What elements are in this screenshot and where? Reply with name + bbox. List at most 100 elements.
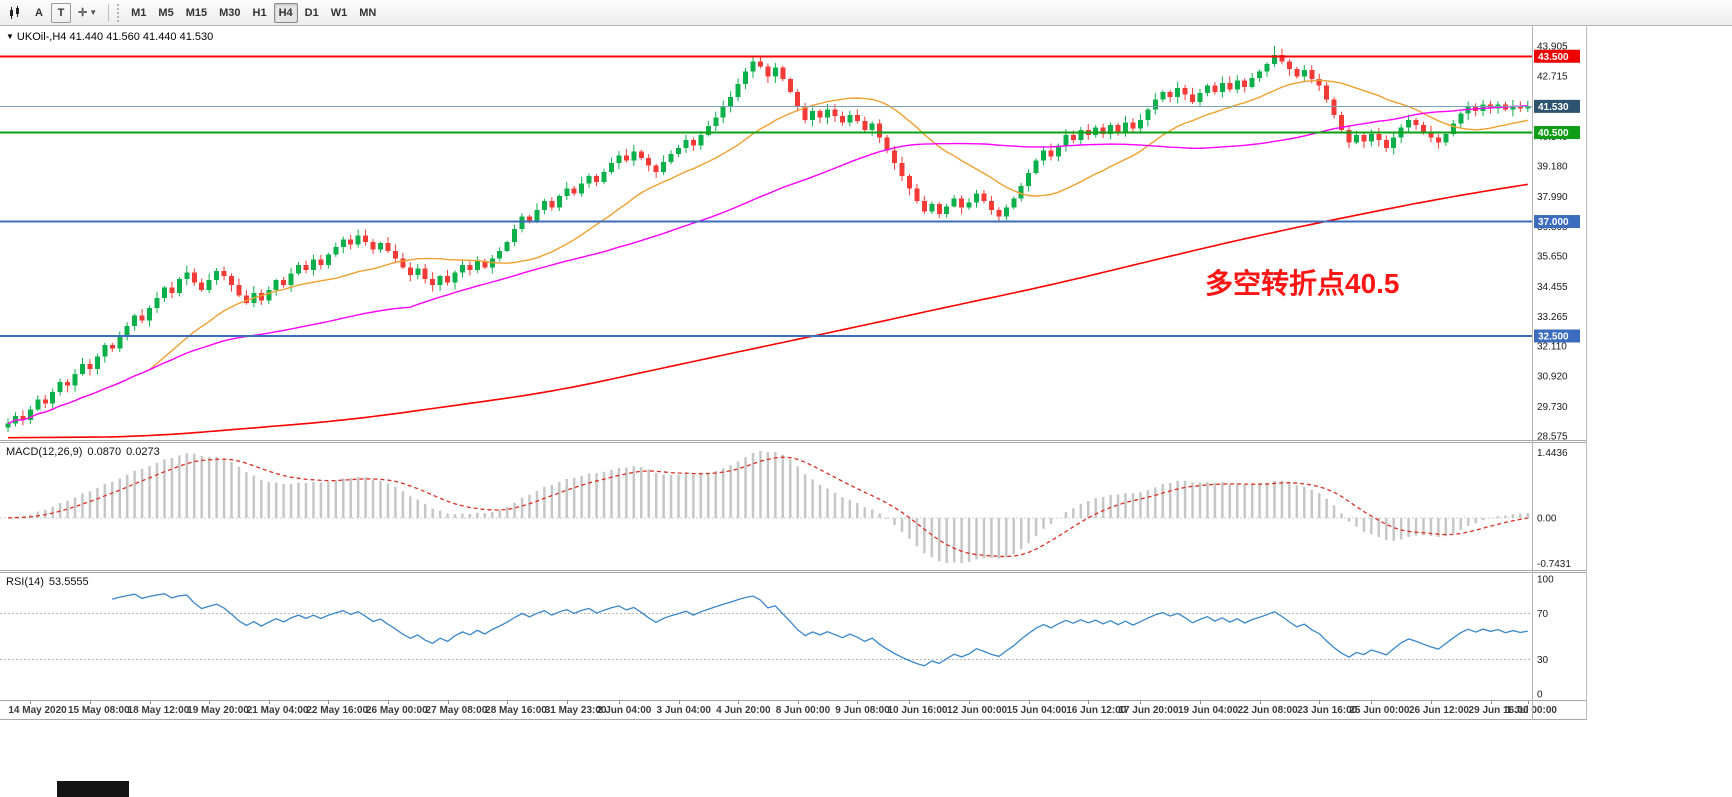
timeframe-h4-button[interactable]: H4: [274, 3, 298, 23]
time-axis-label: 16 Jun 12:00: [1066, 705, 1126, 716]
time-axis-label: 17 Jun 20:00: [1118, 705, 1178, 716]
text-tool-button[interactable]: A: [29, 3, 49, 23]
time-axis-tick: [150, 701, 151, 704]
time-axis[interactable]: 14 May 202015 May 08:0018 May 12:0019 Ma…: [0, 701, 1586, 719]
window-bottom-border: [0, 719, 1586, 720]
label-tool-glyph: T: [58, 7, 65, 19]
time-axis-tick: [679, 701, 680, 704]
timeframe-group: M1M5M15M30H1H4D1W1MN: [125, 3, 382, 23]
candlestick-icon: [8, 6, 22, 20]
time-axis-tick: [969, 701, 970, 704]
macd-value: 0.0870: [87, 446, 121, 458]
time-axis-label: 12 Jun 00:00: [947, 705, 1007, 716]
time-axis-tick: [1029, 701, 1030, 704]
time-axis-label: 14 May 2020: [8, 705, 66, 716]
time-axis-label: 3 Jun 04:00: [657, 705, 711, 716]
price-scale-divider: [1532, 26, 1533, 719]
time-axis-tick: [1431, 701, 1432, 704]
time-axis-tick: [738, 701, 739, 704]
time-axis-label: 19 Jun 04:00: [1178, 705, 1238, 716]
svg-text:37.990: 37.990: [1537, 192, 1568, 203]
svg-text:29.730: 29.730: [1537, 402, 1568, 413]
svg-text:30.920: 30.920: [1537, 372, 1568, 383]
chart-window-icon[interactable]: [3, 3, 27, 23]
macd-label: MACD(12,26,9)0.08700.0273: [6, 446, 165, 458]
time-axis-tick: [1140, 701, 1141, 704]
label-tool-button[interactable]: T: [51, 3, 71, 23]
timeframe-m15-button[interactable]: M15: [181, 3, 212, 23]
time-axis-label: 22 May 16:00: [306, 705, 368, 716]
timeframe-h1-button[interactable]: H1: [248, 3, 272, 23]
time-axis-tick: [269, 701, 270, 704]
time-axis-tick: [857, 701, 858, 704]
price-annotation: 多空转折点40.5: [1205, 262, 1400, 302]
window-right-border: [1586, 26, 1587, 720]
timeframe-m1-button[interactable]: M1: [126, 3, 151, 23]
time-axis-label: 10 Jun 16:00: [887, 705, 947, 716]
time-axis-tick: [448, 701, 449, 704]
time-axis-label: 23 Jun 16:00: [1297, 705, 1357, 716]
time-axis-tick: [567, 701, 568, 704]
taskbar-fragment[interactable]: [57, 781, 129, 797]
svg-text:100: 100: [1537, 575, 1554, 586]
svg-text:41.530: 41.530: [1538, 102, 1569, 113]
svg-text:32.500: 32.500: [1538, 331, 1569, 342]
rsi-label: RSI(14)53.5555: [6, 576, 94, 588]
svg-text:0: 0: [1537, 690, 1543, 701]
rsi-value: 53.5555: [49, 576, 89, 588]
chevron-down-icon: ▼: [89, 8, 97, 17]
time-axis-label: 15 Jun 04:00: [1007, 705, 1067, 716]
time-axis-tick: [1260, 701, 1261, 704]
timeframe-mn-button[interactable]: MN: [354, 3, 381, 23]
timeframe-w1-button[interactable]: W1: [326, 3, 353, 23]
toolbar-grip: [117, 4, 122, 22]
time-axis-label: 26 May 00:00: [366, 705, 428, 716]
time-axis-tick: [30, 701, 31, 704]
svg-text:28.575: 28.575: [1537, 431, 1568, 440]
time-axis-tick: [90, 701, 91, 704]
svg-text:32.110: 32.110: [1537, 341, 1567, 352]
svg-text:0.00: 0.00: [1537, 513, 1557, 524]
time-axis-tick: [1371, 701, 1372, 704]
svg-text:42.715: 42.715: [1537, 72, 1568, 83]
time-axis-tick: [1491, 701, 1492, 704]
toolbar-separator: [108, 4, 109, 22]
time-axis-label: 2 Jun 04:00: [597, 705, 651, 716]
time-axis-tick: [619, 701, 620, 704]
time-axis-tick: [507, 701, 508, 704]
time-axis-tick: [388, 701, 389, 704]
time-axis-label: 18 May 12:00: [128, 705, 190, 716]
time-axis-label: 27 May 08:00: [426, 705, 488, 716]
svg-text:40.500: 40.500: [1538, 128, 1569, 139]
main-chart-canvas[interactable]: 43.90542.71541.52540.34039.18037.99036.8…: [0, 26, 1586, 440]
macd-panel-canvas[interactable]: 1.4436 0.00 -0.7431: [0, 443, 1586, 570]
time-axis-label: 26 Jun 12:00: [1409, 705, 1469, 716]
svg-text:1.4436: 1.4436: [1537, 448, 1568, 459]
time-axis-label: 28 May 16:00: [485, 705, 547, 716]
time-axis-tick: [1200, 701, 1201, 704]
time-axis-label: 9 Jun 08:00: [835, 705, 889, 716]
chart-symbol: UKOil-,H4: [17, 31, 67, 43]
macd-signal-value: 0.0273: [126, 446, 160, 458]
time-axis-label: 19 May 20:00: [187, 705, 249, 716]
time-axis-tick: [1319, 701, 1320, 704]
timeframe-m5-button[interactable]: M5: [153, 3, 178, 23]
svg-text:-0.7431: -0.7431: [1537, 559, 1571, 570]
svg-text:30: 30: [1537, 655, 1549, 666]
time-axis-tick: [798, 701, 799, 704]
svg-text:39.180: 39.180: [1537, 162, 1568, 173]
rsi-panel-canvas[interactable]: 100 70 30 0: [0, 573, 1586, 700]
timeframe-d1-button[interactable]: D1: [300, 3, 324, 23]
timeframe-m30-button[interactable]: M30: [214, 3, 245, 23]
svg-text:37.000: 37.000: [1538, 217, 1569, 228]
time-axis-label: 22 Jun 08:00: [1238, 705, 1298, 716]
cursor-tool-button[interactable]: ✛ ▼: [73, 3, 102, 23]
time-axis-label: 4 Jun 20:00: [716, 705, 770, 716]
svg-text:33.265: 33.265: [1537, 312, 1568, 323]
time-axis-tick: [209, 701, 210, 704]
svg-text:43.500: 43.500: [1538, 52, 1569, 63]
time-axis-tick: [909, 701, 910, 704]
crosshair-icon: ✛: [78, 6, 87, 19]
svg-text:70: 70: [1537, 609, 1549, 620]
collapse-triangle-icon[interactable]: ▼: [6, 32, 14, 41]
